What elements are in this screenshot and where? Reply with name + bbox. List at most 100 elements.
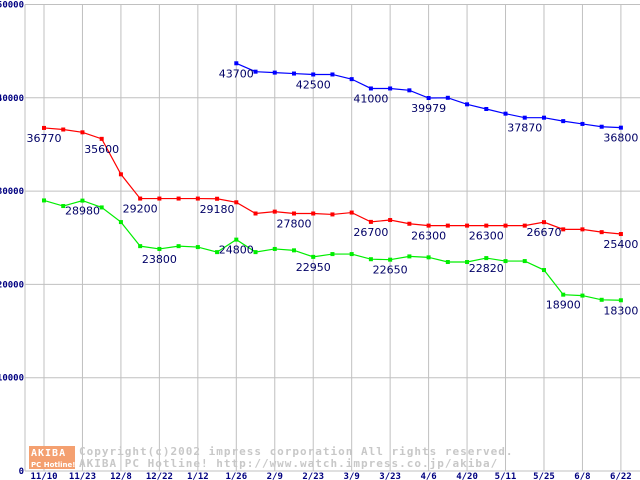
blue-data-point: [599, 124, 604, 129]
green-data-point: [330, 252, 335, 257]
red-data-point: [272, 209, 277, 214]
blue-data-point: [388, 86, 393, 91]
x-tick-label: 2/9: [267, 472, 283, 480]
red-data-point: [215, 196, 220, 201]
red-data-point: [195, 196, 200, 201]
blue-data-point: [330, 72, 335, 77]
green-data-point: [80, 198, 85, 203]
red-data-label: 29200: [123, 203, 158, 216]
x-tick-label: 5/11: [495, 472, 517, 480]
red-data-label: 35600: [84, 143, 119, 156]
green-data-point: [541, 268, 546, 273]
red-data-point: [426, 223, 431, 228]
red-data-point: [599, 230, 604, 235]
red-data-point: [618, 232, 623, 237]
red-series-line: [43, 127, 621, 235]
red-data-point: [176, 196, 181, 201]
blue-data-point: [541, 115, 546, 120]
x-tick-label: 12/22: [146, 472, 173, 480]
green-data-label: 22950: [296, 261, 331, 274]
y-tick-label: 10000: [0, 374, 24, 384]
green-data-point: [522, 259, 527, 264]
red-data-label: 26300: [411, 230, 446, 243]
green-data-point: [503, 259, 508, 264]
green-data-point: [118, 220, 123, 225]
red-data-point: [368, 219, 373, 224]
blue-data-point: [618, 125, 623, 130]
green-data-point: [215, 250, 220, 255]
y-tick-label: 40000: [0, 94, 24, 104]
green-data-point: [407, 254, 412, 259]
red-data-point: [522, 223, 527, 228]
green-data-label: 23800: [142, 253, 177, 266]
x-tick-label: 6/8: [574, 472, 590, 480]
green-data-point: [291, 248, 296, 253]
red-data-point: [503, 223, 508, 228]
red-data-label: 26300: [469, 230, 504, 243]
green-data-point: [465, 260, 470, 265]
x-tick-label: 3/9: [344, 472, 360, 480]
blue-data-point: [580, 121, 585, 126]
red-data-point: [80, 130, 85, 135]
red-data-point: [253, 211, 258, 216]
green-data-point: [349, 252, 354, 257]
x-tick-label: 12/8: [110, 472, 132, 480]
green-data-point: [157, 246, 162, 251]
red-data-point: [561, 227, 566, 232]
green-data-point: [42, 198, 46, 203]
blue-data-label: 43700: [219, 67, 254, 80]
x-tick-label: 4/20: [456, 472, 478, 480]
red-data-point: [407, 221, 412, 226]
red-data-point: [157, 196, 162, 201]
x-tick-label: 4/6: [420, 472, 436, 480]
blue-data-label: 41000: [353, 92, 388, 105]
red-data-point: [484, 223, 489, 228]
green-data-label: 18900: [546, 299, 581, 312]
copyright-text: Copyright(c)2002 impress corporation All…: [79, 445, 514, 458]
red-data-point: [42, 125, 46, 130]
blue-data-point: [407, 88, 412, 93]
logo-text-bottom: PC Hotline!: [31, 461, 75, 469]
blue-data-label: 36800: [603, 132, 638, 145]
red-data-point: [330, 212, 335, 217]
x-tick-label: 2/23: [302, 472, 324, 480]
x-tick-label: 6/22: [610, 472, 632, 480]
red-data-label: 29180: [200, 203, 235, 216]
green-data-point: [368, 257, 373, 262]
red-data-point: [445, 223, 450, 228]
green-data-point: [138, 244, 143, 249]
watermark: AKIBA PC Hotline! Copyright(c)2002 impre…: [29, 445, 514, 470]
x-tick-label: 5/25: [533, 472, 555, 480]
x-tick-label: 11/10: [30, 472, 57, 480]
y-tick-label: 30000: [0, 187, 24, 197]
logo-text-top: AKIBA: [31, 448, 66, 459]
red-data-point: [61, 127, 66, 132]
green-data-point: [618, 298, 623, 303]
red-data-point: [311, 211, 316, 216]
blue-data-point: [234, 61, 239, 66]
red-data-label: 26700: [353, 226, 388, 239]
red-data-point: [349, 210, 354, 215]
red-data-label: 36770: [27, 132, 62, 145]
blue-data-point: [484, 106, 489, 111]
green-data-label: 18300: [603, 304, 638, 317]
blue-data-point: [253, 69, 258, 74]
blue-data-label: 39979: [411, 102, 446, 115]
blue-data-point: [368, 86, 373, 91]
y-tick-label: 0: [19, 467, 24, 477]
blue-data-point: [291, 71, 296, 76]
red-data-point: [580, 227, 585, 232]
green-data-point: [311, 254, 316, 259]
green-data-point: [234, 237, 239, 242]
red-data-point: [541, 220, 546, 225]
green-data-point: [61, 204, 66, 209]
red-data-point: [388, 218, 393, 223]
pc-hotline-logo: [29, 459, 75, 469]
y-tick-label: 50000: [0, 1, 24, 11]
green-data-point: [99, 205, 104, 210]
series-layer: [42, 61, 623, 303]
x-tick-label: 1/12: [187, 472, 209, 480]
green-data-point: [272, 246, 277, 251]
red-data-point: [234, 200, 239, 205]
red-data-point: [138, 196, 143, 201]
